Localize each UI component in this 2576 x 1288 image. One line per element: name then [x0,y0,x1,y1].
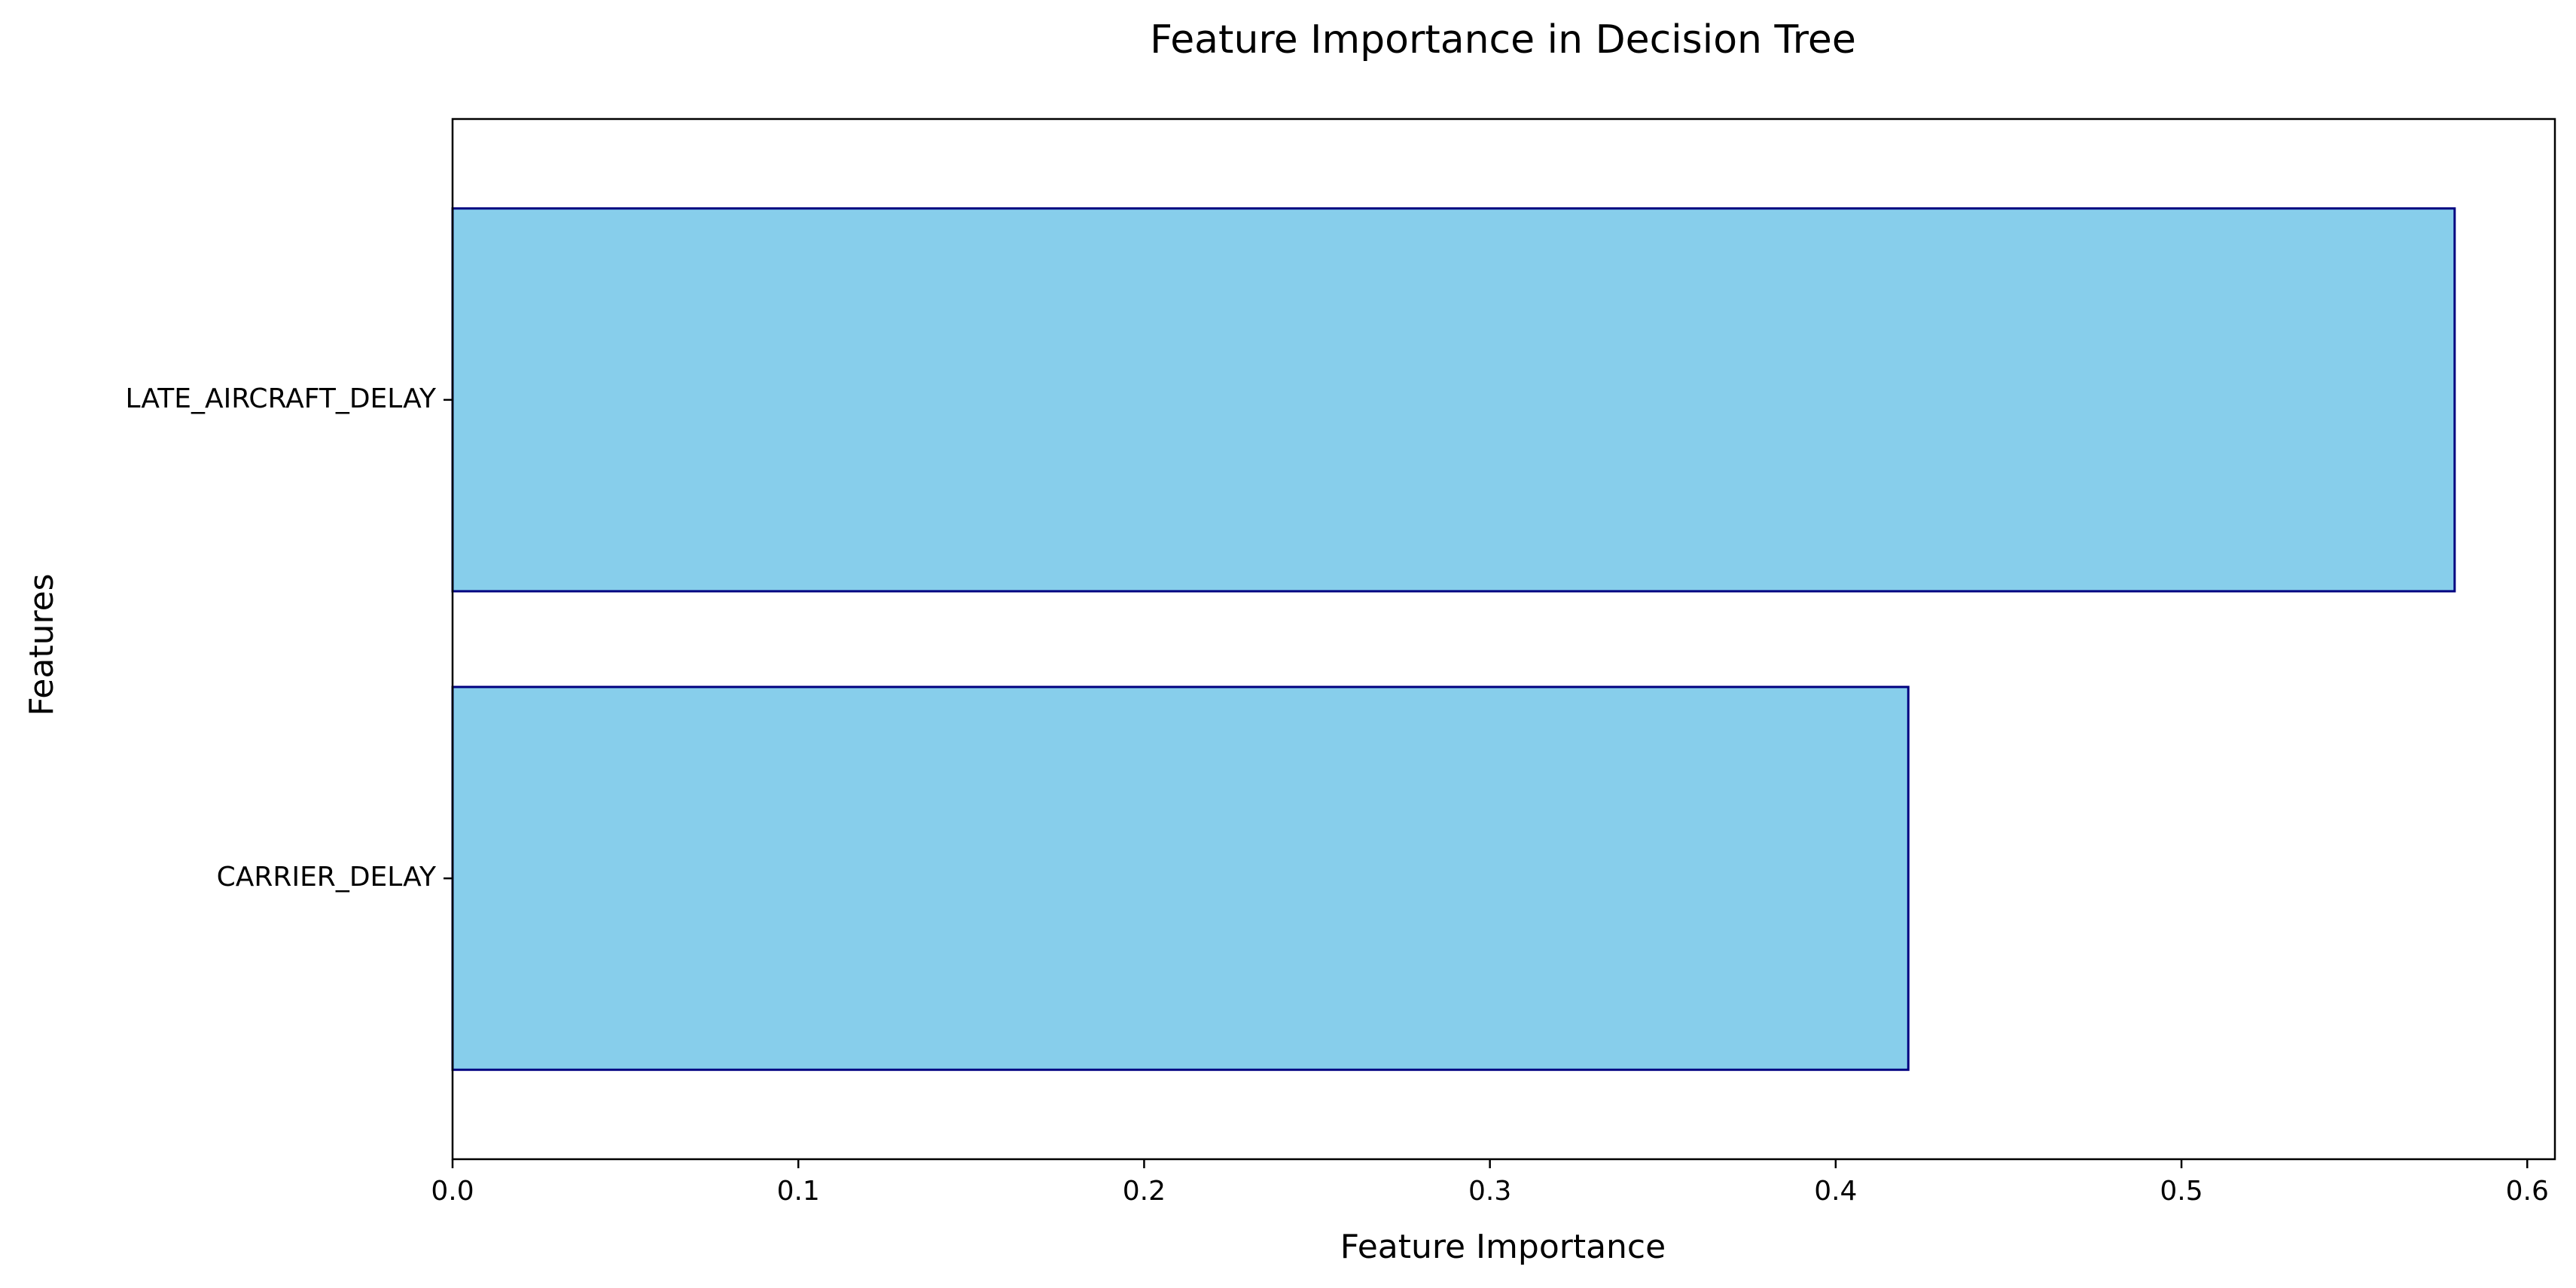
y-axis-ticks: CARRIER_DELAY LATE_AIRCRAFT_DELAY [126,383,453,893]
x-axis-ticks: 0.0 0.1 0.2 0.3 0.4 0.5 0.6 [431,1159,2549,1207]
x-tick-label-0: 0.0 [431,1176,474,1207]
bar-late-aircraft-delay [451,207,2456,593]
bar-carrier-delay [451,685,1910,1071]
x-axis-label: Feature Importance [1340,1228,1666,1266]
y-tick-label-late-aircraft-delay: LATE_AIRCRAFT_DELAY [126,383,437,414]
x-tick-label-3: 0.3 [1468,1176,1511,1207]
y-tick-label-carrier-delay: CARRIER_DELAY [217,862,437,893]
plot-area-frame [451,118,2556,1161]
bars-layer [451,207,2456,1071]
x-tick-label-4: 0.4 [1814,1176,1857,1207]
y-axis-label: Features [23,573,61,716]
x-tick-label-5: 0.5 [2160,1176,2203,1207]
x-tick-label-1: 0.1 [777,1176,820,1207]
x-tick-label-6: 0.6 [2506,1176,2549,1207]
chart-title: Feature Importance in Decision Tree [1150,17,1856,63]
x-tick-label-2: 0.2 [1123,1176,1166,1207]
